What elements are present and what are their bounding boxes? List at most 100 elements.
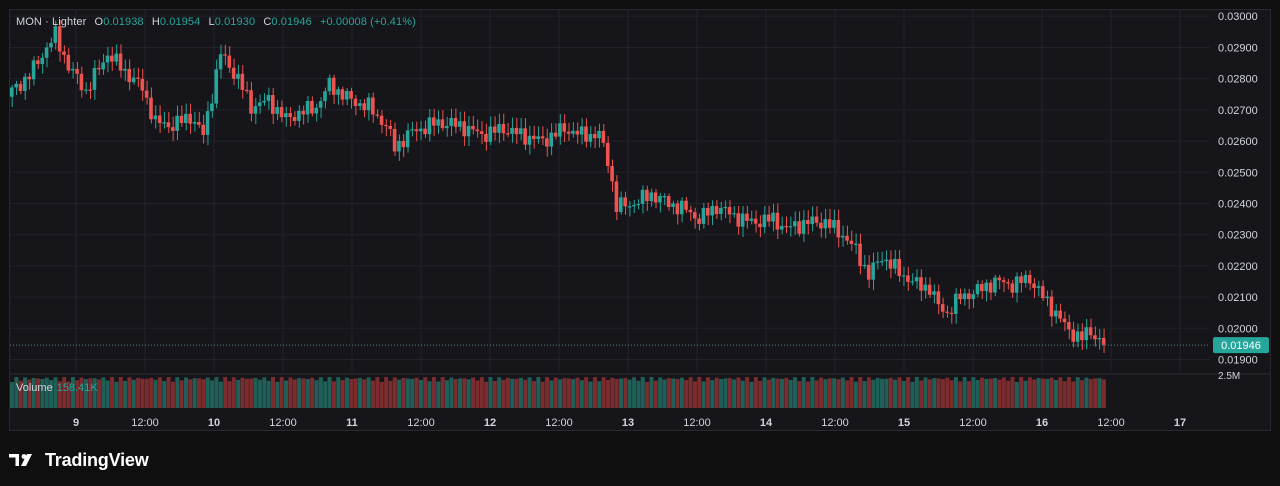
volume-bar	[344, 377, 349, 408]
volume-bar	[123, 380, 128, 408]
candle-body	[1045, 296, 1049, 299]
candle-body	[445, 125, 449, 129]
candle-body	[745, 213, 749, 221]
candle-body	[70, 68, 75, 71]
volume-bar	[49, 380, 54, 408]
volume-bar	[1071, 381, 1076, 408]
branding[interactable]: TradingView	[9, 448, 149, 472]
candle-body	[1036, 286, 1041, 288]
chart-canvas[interactable]: 0.03000 0.02900 0.02800 0.02700 0.02600 0.025…	[10, 10, 1270, 430]
volume-bar	[284, 380, 289, 408]
candle-body	[401, 141, 406, 148]
volume-bar	[501, 379, 506, 408]
volume-bar	[706, 377, 710, 408]
candle-body	[297, 110, 301, 121]
candle-body	[323, 91, 327, 102]
change-value: +0.00008 (+0.41%)	[320, 16, 416, 28]
candle-body	[466, 125, 471, 137]
volume-bar	[449, 377, 454, 408]
candle-body	[427, 117, 432, 135]
candle-body	[410, 129, 414, 131]
volume-bar	[1014, 381, 1019, 408]
volume-bar	[1019, 377, 1024, 408]
candle-body	[253, 106, 258, 114]
candle-body	[719, 207, 723, 215]
volume-bar	[1088, 379, 1093, 408]
candle-body	[492, 126, 497, 133]
volume-bar	[684, 380, 689, 408]
candle-body	[79, 73, 84, 91]
volume-bar	[901, 380, 906, 408]
volume-bar	[210, 380, 215, 408]
candle-body	[906, 275, 910, 282]
candle-body	[523, 128, 527, 145]
high-value: 0.01954	[159, 16, 201, 28]
volume-bar	[701, 381, 706, 408]
volume-bar	[475, 380, 480, 408]
candle-body	[301, 110, 306, 115]
volume-bar	[1045, 378, 1050, 408]
candle-body	[475, 129, 480, 132]
candle-body	[27, 76, 31, 80]
volume-bar	[371, 380, 376, 408]
candle-body	[166, 122, 171, 128]
volume-bar	[745, 377, 750, 408]
candle-body	[501, 124, 506, 134]
volume-bar	[853, 381, 858, 408]
candle-body	[318, 101, 323, 108]
volume-bar	[471, 377, 476, 408]
candle-body	[958, 293, 962, 300]
volume-bar	[806, 381, 811, 408]
volume-bar	[436, 381, 441, 408]
volume-bar	[66, 381, 71, 408]
candle-body	[666, 196, 671, 207]
volume-bar	[458, 378, 463, 408]
x-tick-label: 12:00	[131, 417, 159, 429]
candle-body	[1027, 275, 1032, 284]
candle-body	[823, 219, 828, 229]
volume-bar	[262, 377, 267, 408]
volume-bar	[666, 378, 671, 408]
y-tick-label: 0.02900	[1218, 42, 1258, 54]
candle-body	[684, 200, 688, 210]
volume-bar	[70, 377, 75, 408]
chart-frame[interactable]: 0.03000 0.02900 0.02800 0.02700 0.02600 0.025…	[9, 9, 1271, 431]
candle-body	[231, 67, 236, 79]
volume-bar	[779, 378, 784, 408]
close-label: C	[263, 16, 272, 28]
volume-bar	[88, 378, 93, 408]
volume-bar	[271, 377, 275, 408]
candle-body	[1101, 337, 1106, 345]
volume-bar	[349, 378, 354, 408]
candle-body	[936, 291, 941, 305]
candle-body	[136, 77, 140, 79]
volume-bar	[223, 377, 228, 408]
volume-bar	[858, 377, 863, 408]
candle-body	[497, 124, 501, 133]
volume-bar	[18, 380, 23, 408]
candle-body	[675, 203, 680, 215]
candle-body	[1010, 283, 1015, 293]
candle-body	[658, 196, 662, 203]
candle-body	[910, 281, 915, 283]
volume-bar	[536, 377, 541, 408]
volume-bar	[545, 377, 550, 408]
volume-bar	[893, 379, 898, 408]
candle-body	[610, 165, 614, 182]
x-tick-label: 12:00	[269, 417, 297, 429]
volume-bar	[414, 377, 419, 408]
candle-body	[592, 133, 597, 139]
candle-body	[1040, 286, 1045, 299]
candle-body	[762, 214, 767, 228]
candle-body	[244, 89, 249, 92]
candle-body	[623, 197, 627, 207]
candle-body	[988, 282, 993, 293]
volume-bar	[658, 377, 663, 408]
candle-body	[588, 133, 593, 142]
volume-bar	[814, 380, 819, 408]
volume-bar	[897, 377, 902, 408]
volume-bar	[236, 379, 241, 408]
candle-body	[40, 57, 45, 64]
volume-bar	[362, 379, 367, 408]
candle-body	[83, 89, 88, 91]
